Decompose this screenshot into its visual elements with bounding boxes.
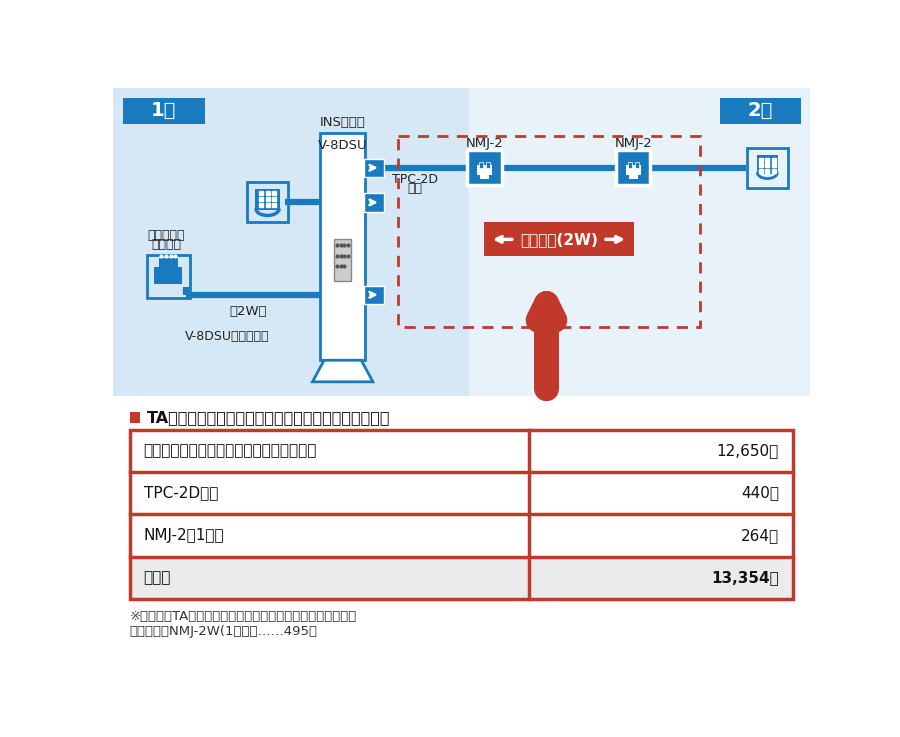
- Text: NMJ-2: NMJ-2: [615, 136, 652, 150]
- Bar: [147, 255, 190, 298]
- Bar: [479, 161, 483, 168]
- Bar: [255, 189, 280, 210]
- Text: V-8DSU: V-8DSU: [318, 139, 367, 153]
- Bar: [467, 150, 501, 186]
- Bar: [469, 88, 810, 397]
- Bar: [634, 161, 639, 168]
- Text: 機器配線(2W): 機器配線(2W): [520, 232, 598, 247]
- Bar: [248, 182, 288, 223]
- Text: ジャック: ジャック: [151, 238, 181, 251]
- Bar: [757, 156, 778, 174]
- Text: 440円: 440円: [741, 486, 779, 500]
- Bar: [616, 150, 651, 186]
- Text: モジュラー: モジュラー: [148, 229, 184, 242]
- Text: 264円: 264円: [741, 528, 779, 543]
- Bar: [747, 147, 788, 188]
- Bar: [159, 258, 177, 268]
- Bar: [628, 175, 638, 179]
- Bar: [334, 239, 351, 281]
- Bar: [155, 267, 182, 284]
- Bar: [364, 158, 383, 177]
- Text: 13,354円: 13,354円: [711, 570, 779, 585]
- Text: INSメイト: INSメイト: [320, 116, 365, 129]
- Bar: [130, 430, 793, 472]
- Bar: [112, 88, 810, 397]
- Text: 2階: 2階: [748, 101, 773, 120]
- Text: 1階: 1階: [151, 101, 176, 120]
- Text: TPC-2D: TPC-2D: [392, 172, 437, 186]
- Bar: [483, 223, 634, 256]
- Bar: [486, 161, 490, 168]
- Bar: [628, 161, 632, 168]
- Bar: [477, 164, 492, 175]
- Text: TAのアナログポートから配線を延長する場合の工事費: TAのアナログポートから配線を延長する場合の工事費: [147, 410, 390, 425]
- Bar: [364, 193, 383, 212]
- Bar: [398, 136, 700, 327]
- Text: NMJ-2（1個）: NMJ-2（1個）: [143, 528, 224, 543]
- Bar: [130, 472, 793, 514]
- Text: 機器配線工事費（屋内配線工事費を適用）: 機器配線工事費（屋内配線工事費を適用）: [143, 443, 317, 458]
- Text: 合　計: 合 計: [143, 570, 171, 585]
- Bar: [130, 556, 793, 599]
- Bar: [320, 133, 365, 360]
- Bar: [112, 397, 810, 656]
- Bar: [480, 175, 490, 179]
- Polygon shape: [312, 360, 373, 382]
- Bar: [720, 98, 802, 124]
- Bar: [130, 430, 793, 599]
- Text: V-8DSU添付のヒモ: V-8DSU添付のヒモ: [185, 330, 269, 343]
- Bar: [130, 412, 140, 422]
- Text: （2W）: （2W）: [230, 305, 267, 318]
- Text: ヒモ: ヒモ: [407, 182, 422, 195]
- Bar: [364, 285, 383, 304]
- Bar: [626, 164, 641, 175]
- Text: NMJ-2: NMJ-2: [465, 136, 503, 150]
- Text: ※この他にTAの機器工事費や基本工事費が必要となります。: ※この他にTAの機器工事費や基本工事費が必要となります。: [130, 609, 356, 623]
- Text: TPC-2Dヒモ: TPC-2Dヒモ: [143, 486, 218, 500]
- Text: 12,650円: 12,650円: [716, 443, 779, 458]
- Text: （参考）NMJ-2W(1個）　……495円: （参考）NMJ-2W(1個） ……495円: [130, 625, 318, 638]
- Bar: [130, 514, 793, 556]
- Bar: [123, 98, 204, 124]
